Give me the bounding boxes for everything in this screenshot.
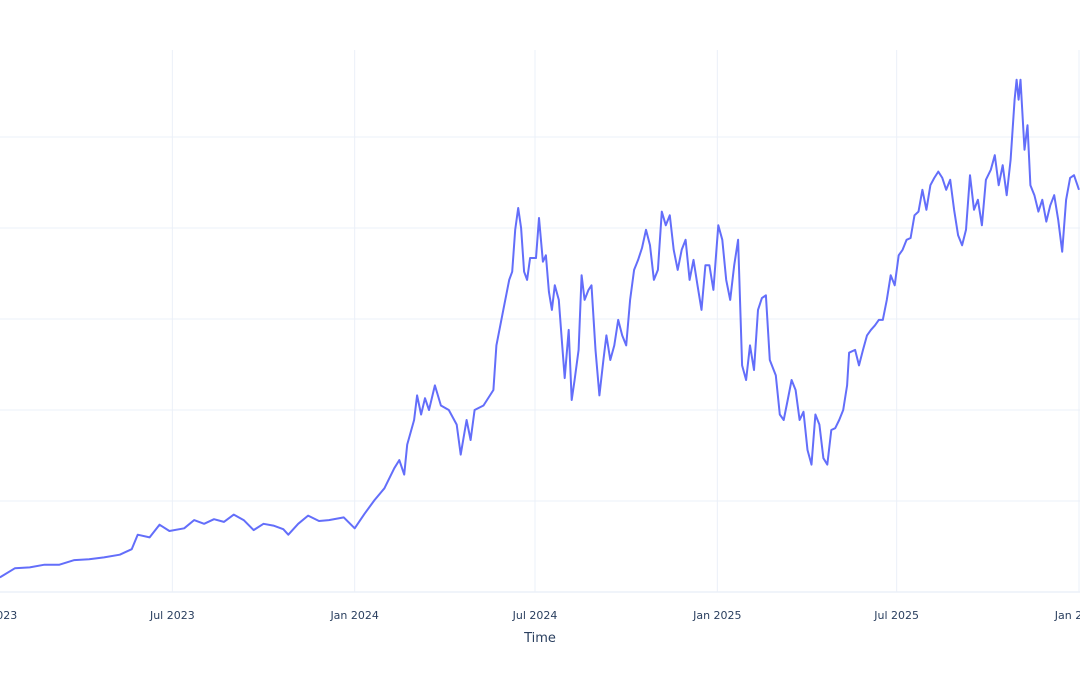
- x-tick-label: Jul 2023: [149, 609, 195, 622]
- x-tick-label: Jan 2025: [692, 609, 741, 622]
- x-tick-label: Jul 2025: [873, 609, 919, 622]
- x-axis-ticks: Jan 2023 Jul 2023 Jan 2024 Jul 2024 Jan 2025…: [0, 609, 1080, 622]
- series-group: [0, 78, 1080, 579]
- x-tick-label: Jan 2024: [329, 609, 378, 622]
- series-line: [0, 78, 1080, 579]
- x-tick-label: Jul 2024: [512, 609, 558, 622]
- x-axis-title: Time: [523, 631, 556, 646]
- x-tick-label: Jan 2023: [0, 609, 17, 622]
- gridlines: [0, 50, 1080, 593]
- x-tick-label: Jan 2026: [1054, 609, 1080, 622]
